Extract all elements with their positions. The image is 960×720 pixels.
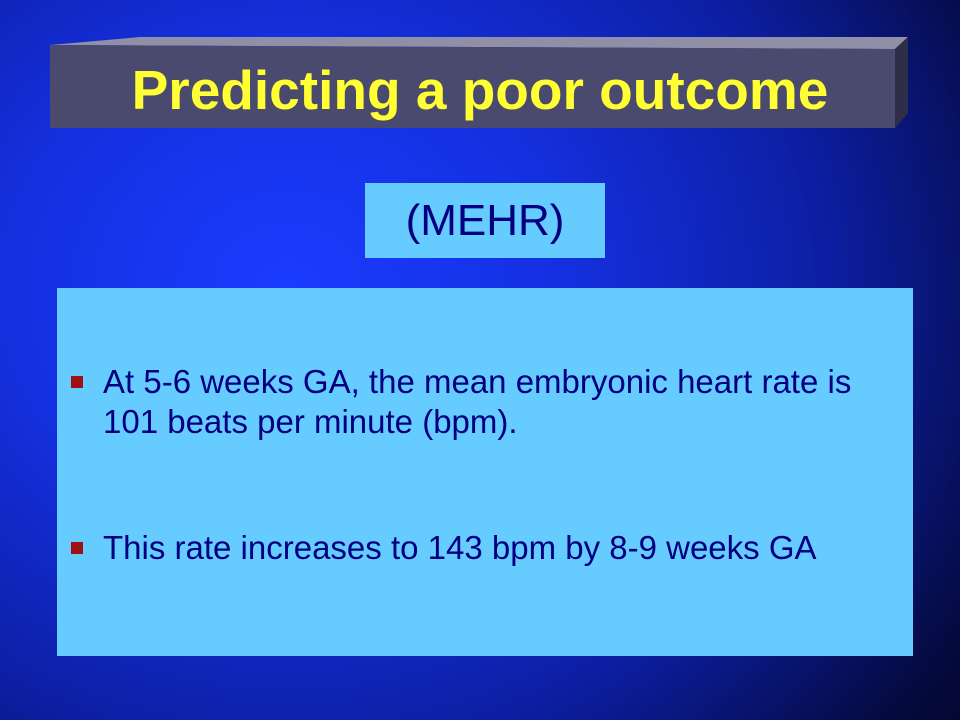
title-banner-side-face (895, 37, 908, 128)
slide-title: Predicting a poor outcome (131, 59, 829, 121)
title-banner-front-face (50, 45, 895, 128)
bullet-text: At 5-6 weeks GA, the mean embryonic hear… (103, 363, 852, 440)
title-banner-top-face (50, 37, 908, 49)
subtitle-box: (MEHR) (365, 183, 605, 258)
subtitle-text: (MEHR) (405, 196, 565, 245)
bullet-square-icon (71, 376, 83, 388)
bullet-square-icon (71, 542, 83, 554)
content-box: At 5-6 weeks GA, the mean embryonic hear… (57, 288, 913, 656)
title-banner (50, 37, 908, 128)
bullet-text: This rate increases to 143 bpm by 8-9 we… (103, 529, 817, 566)
